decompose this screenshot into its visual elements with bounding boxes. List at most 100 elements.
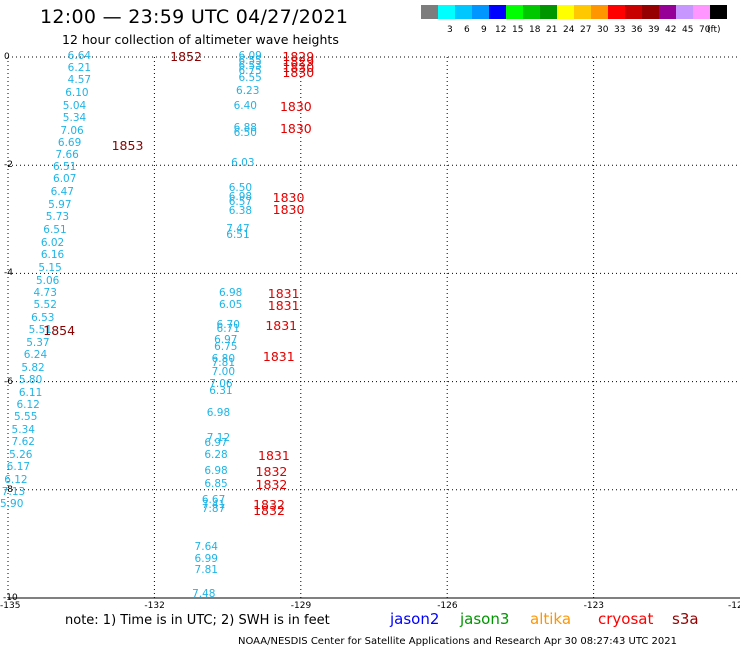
satellite-cryosat: cryosat [598, 610, 654, 628]
wave-height-label: 6.53 [238, 59, 262, 72]
wave-height-label: 6.02 [40, 236, 65, 249]
satellite-jason3: jason3 [460, 610, 510, 628]
legend-swatch [421, 5, 438, 19]
legend-swatch [625, 5, 642, 19]
wave-height-label: 6.75 [214, 341, 238, 354]
legend-swatch [676, 5, 693, 19]
pass-time-label: 1830 [279, 120, 312, 136]
legend-label: 3 [447, 25, 453, 35]
wave-height-label: 6.55 [238, 71, 262, 84]
wave-height-label: 7.12 [206, 431, 231, 444]
satellite-jason2: jason2 [390, 610, 440, 628]
wave-height-label: 7.64 [194, 540, 218, 553]
legend-swatch [523, 5, 540, 19]
legend-swatch [540, 5, 557, 19]
legend-label: 27 [580, 25, 592, 35]
wave-height-label: 6.75 [238, 64, 262, 77]
wave-height-label: 6.88 [233, 121, 257, 134]
wave-height-label: 7.48 [192, 588, 216, 601]
wave-height-label: 6.50 [233, 127, 257, 140]
wave-height-label: 6.70 [216, 319, 240, 332]
wave-height-label: 7.62 [11, 436, 35, 449]
wave-height-label: 5.55 [14, 411, 38, 424]
legend-swatch [506, 5, 523, 19]
satellite-altika: altika [530, 610, 572, 628]
wave-height-label: 5.37 [26, 336, 50, 349]
wave-height-label: 4.73 [33, 286, 57, 299]
wave-height-label: 4.57 [67, 74, 92, 87]
wave-height-label: 6.24 [23, 349, 48, 362]
wave-height-label: 6.05 [218, 298, 243, 311]
satellite-s3a: s3a [672, 610, 699, 628]
legend-label: 21 [546, 25, 558, 35]
pass-time-label: 1829 [282, 54, 315, 70]
wave-height-label: 6.50 [228, 182, 253, 194]
legend-label: 18 [529, 25, 541, 35]
legend-swatch [455, 5, 472, 19]
legend-label: 39 [648, 25, 660, 35]
pass-time-label: 1831 [267, 297, 300, 313]
wave-height-label: 7.13 [1, 486, 26, 499]
wave-height-label: 5.34 [11, 423, 35, 436]
wave-height-label: 5.97 [48, 198, 72, 211]
x-tick-label: -129 [290, 601, 312, 611]
pass-time-label: 1830 [282, 59, 315, 75]
legend-label: 15 [512, 25, 524, 35]
wave-height-label: 6.51 [226, 228, 250, 241]
pass-time-label: 1832 [255, 464, 288, 480]
wave-height-label: 6.98 [206, 407, 231, 420]
wave-height-label: 6.07 [53, 173, 77, 186]
legend-label: 12 [495, 25, 507, 35]
y-tick-label: -8 [4, 484, 13, 495]
legend-label: 42 [665, 25, 677, 35]
y-tick-label: 0 [4, 52, 10, 62]
pass-time-label: 1830 [279, 98, 312, 114]
legend-label: 33 [614, 25, 626, 35]
note-text: note: 1) Time is in UTC; 2) SWH is in fe… [65, 613, 330, 628]
pass-time-label: 1829 [282, 49, 315, 64]
wave-height-label: 5.51 [28, 324, 53, 337]
wave-height-label: 5.82 [21, 361, 45, 374]
wave-height-label: 7.06 [60, 124, 84, 137]
wave-height-label: 5.90 [0, 498, 24, 511]
wave-height-label: 6.31 [209, 385, 233, 398]
wave-height-label: 6.98 [228, 190, 253, 203]
wave-height-label: 5.80 [18, 374, 43, 387]
wave-height-label: 6.12 [4, 473, 28, 486]
wave-height-label: 6.57 [228, 196, 253, 209]
wave-height-label: 6.40 [233, 99, 257, 112]
wave-height-label: 6.47 [50, 186, 74, 199]
legend-unit: (ft) [707, 25, 721, 35]
wave-height-label: 7.81 [211, 357, 236, 370]
y-tick-label: -4 [4, 268, 13, 279]
legend-swatch [438, 5, 455, 19]
wave-height-label: 6.28 [204, 448, 228, 461]
wave-height-label: 7.41 [201, 499, 226, 512]
x-tick-label: -135 [0, 601, 21, 611]
pass-time-label: 1831 [258, 447, 290, 463]
wave-height-label: 6.38 [228, 204, 253, 217]
wave-height-label: 6.97 [214, 334, 238, 347]
wave-height-label: 6.03 [231, 157, 255, 170]
wave-height-label: 6.69 [57, 136, 82, 149]
legend-swatch [591, 5, 608, 19]
legend-swatch [642, 5, 659, 19]
credit-text: NOAA/NESDIS Center for Satellite Applica… [238, 636, 677, 647]
pass-time-label: 1832 [255, 477, 288, 493]
y-tick-label: -10 [3, 593, 18, 603]
legend-label: 6 [464, 25, 470, 35]
pass-time-label: 1831 [267, 285, 300, 301]
wave-height-label: 5.04 [62, 99, 87, 112]
wave-height-label: 6.09 [238, 50, 262, 62]
wave-height-label: 6.21 [67, 61, 92, 74]
legend-label: 45 [682, 25, 694, 35]
wave-height-label: 7.00 [211, 365, 236, 378]
wave-height-label: 5.26 [9, 448, 33, 461]
pass-time-label: 1832 [253, 503, 285, 519]
y-tick-label: -2 [4, 160, 13, 171]
wave-height-label: 6.51 [53, 161, 77, 174]
wave-height-label: 5.15 [38, 261, 62, 274]
legend-label: 70 [699, 25, 711, 35]
wave-height-label: 7.06 [209, 377, 233, 390]
